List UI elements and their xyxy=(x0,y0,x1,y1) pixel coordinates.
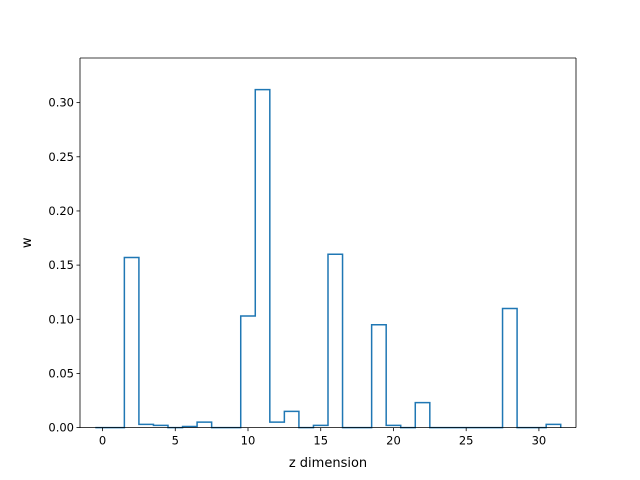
axes-frame xyxy=(79,57,577,429)
y-axis-label: w xyxy=(20,237,35,248)
y-tick-label: 0.05 xyxy=(48,366,74,380)
y-tick-label: 0.30 xyxy=(48,96,74,110)
x-tick-label: 10 xyxy=(241,434,256,448)
x-tick-label: 5 xyxy=(172,434,179,448)
y-tick-label: 0.00 xyxy=(48,421,74,435)
y-tick-label: 0.25 xyxy=(48,150,74,164)
x-tick-label: 30 xyxy=(532,434,547,448)
x-axis-ticks: 0 5 10 15 20 25 30 xyxy=(99,427,547,448)
x-tick-label: 15 xyxy=(313,434,328,448)
x-axis-label: z dimension xyxy=(289,456,367,471)
x-tick-label: 20 xyxy=(386,434,401,448)
y-tick-label: 0.20 xyxy=(48,204,74,218)
x-tick-label: 25 xyxy=(459,434,474,448)
y-tick-label: 0.15 xyxy=(48,258,74,272)
y-tick-label: 0.10 xyxy=(48,312,74,326)
x-tick-label: 0 xyxy=(99,434,106,448)
y-axis-ticks: 0.00 0.05 0.10 0.15 0.20 0.25 0.30 xyxy=(48,96,80,435)
